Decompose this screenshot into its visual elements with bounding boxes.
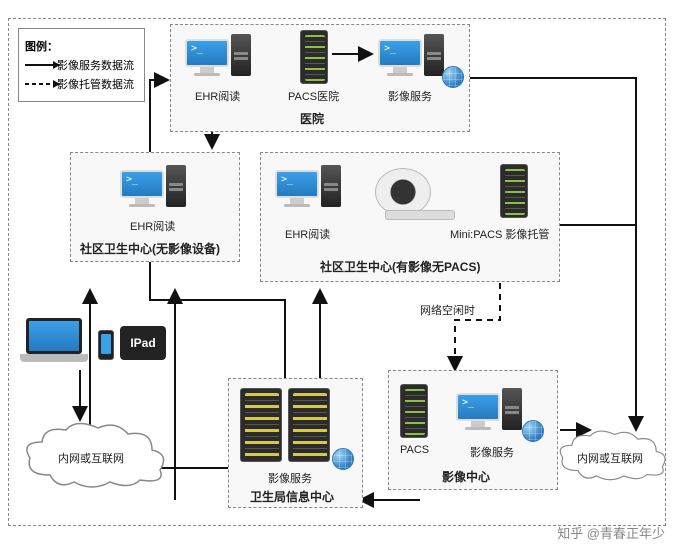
hospital-ehr-workstation xyxy=(185,34,251,76)
chc-nopacs-ehr-label: EHR阅读 xyxy=(285,226,330,242)
hospital-pacs-server xyxy=(300,30,328,84)
hospital-pacs-label: PACS医院 xyxy=(288,88,339,104)
bureau-title: 卫生局信息中心 xyxy=(250,488,334,505)
ct-scanner-icon xyxy=(375,168,455,220)
cloud-left: 内网或互联网 xyxy=(20,420,170,492)
bureau-rack-1 xyxy=(240,388,282,462)
minipacs-server xyxy=(500,164,528,218)
legend-title: 图例： xyxy=(25,38,58,54)
globe-icon xyxy=(522,420,544,442)
watermark: 知乎 @青春正年少 xyxy=(557,523,665,542)
imgcenter-pacs-server xyxy=(400,384,428,438)
imgcenter-workstation xyxy=(456,388,522,430)
legend-item-dashed: 影像托管数据流 xyxy=(25,76,134,92)
laptop-icon xyxy=(26,318,88,362)
chc-noimg-ehr xyxy=(120,165,186,207)
tablet-icon: IPad xyxy=(120,326,166,360)
hospital-title: 医院 xyxy=(300,110,324,127)
hospital-imgsvc-label: 影像服务 xyxy=(388,88,432,104)
idle-annotation: 网络空闲时 xyxy=(420,302,475,318)
diagram-canvas: 图例： 影像服务数据流 影像托管数据流 EHR阅读 PACS医院 影像服务 医院 xyxy=(0,0,675,548)
bureau-rack-2 xyxy=(288,388,330,462)
hospital-ehr-label: EHR阅读 xyxy=(195,88,240,104)
bureau-imgsvc-label: 影像服务 xyxy=(268,470,312,486)
imgcenter-title: 影像中心 xyxy=(442,468,490,485)
imgcenter-imgsvc-label: 影像服务 xyxy=(470,444,514,460)
chc-nopacs-ehr xyxy=(275,165,341,207)
phone-icon xyxy=(98,330,114,360)
chc-noimg-title: 社区卫生中心(无影像设备) xyxy=(80,240,220,257)
legend: 图例： 影像服务数据流 影像托管数据流 xyxy=(18,28,145,102)
globe-icon xyxy=(332,448,354,470)
legend-item-solid: 影像服务数据流 xyxy=(25,57,134,73)
cloud-right: 内网或互联网 xyxy=(555,420,670,492)
chc-nopacs-title: 社区卫生中心(有影像无PACS) xyxy=(320,258,480,275)
imgcenter-pacs-label: PACS xyxy=(400,444,429,456)
chc-nopacs-minipacs-label: Mini:PACS 影像托管 xyxy=(450,226,549,242)
hospital-imgsvc-workstation xyxy=(378,34,444,76)
chc-noimg-ehr-label: EHR阅读 xyxy=(130,218,175,234)
globe-icon xyxy=(442,66,464,88)
